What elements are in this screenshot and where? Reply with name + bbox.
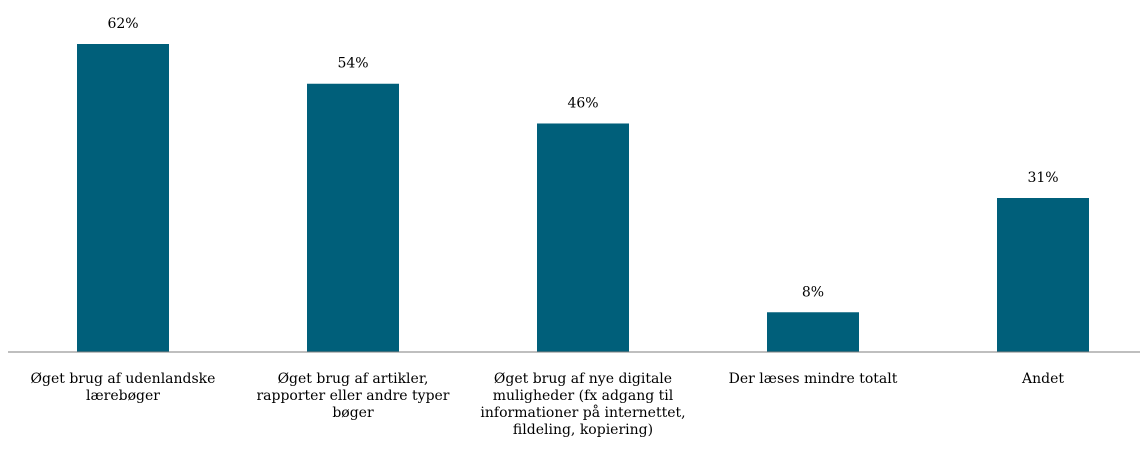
data-label-1: 62% <box>107 16 138 32</box>
category-label-5-line-1: Andet <box>1021 371 1064 387</box>
category-label-1: Øget brug af udenlandske lærebøger <box>31 371 216 404</box>
category-label-3-line-1: Øget brug af nye digitale <box>494 371 672 387</box>
category-label-1-line-1: Øget brug af udenlandske <box>31 371 216 387</box>
category-label-1-line-2: lærebøger <box>86 388 160 404</box>
category-label-3-line-2: muligheder (fx adgang til <box>493 388 674 404</box>
bar-2 <box>307 83 399 352</box>
category-label-2-line-1: Øget brug af artikler, <box>278 371 429 387</box>
category-label-2-line-3: bøger <box>332 405 374 421</box>
bar-4 <box>767 312 859 352</box>
category-label-3: Øget brug af nye digitale muligheder (fx … <box>480 371 685 438</box>
category-label-4-line-1: Der læses mindre totalt <box>729 371 898 387</box>
bar-3 <box>537 123 629 352</box>
category-label-4: Der læses mindre totalt <box>729 371 898 387</box>
category-label-5: Andet <box>1021 371 1064 387</box>
bar-5 <box>997 198 1089 352</box>
category-label-2: Øget brug af artikler, rapporter eller an… <box>256 371 449 421</box>
category-label-3-line-3: informationer på internettet, <box>480 404 685 421</box>
bars-layer <box>77 44 1089 352</box>
bar-1 <box>77 44 169 352</box>
data-label-5: 31% <box>1027 170 1058 186</box>
data-label-3: 46% <box>567 95 598 111</box>
category-label-3-line-4: fildeling, kopiering) <box>513 422 653 438</box>
data-label-2: 54% <box>337 56 368 72</box>
category-label-2-line-2: rapporter eller andre typer <box>256 388 449 404</box>
data-label-4: 8% <box>802 284 824 300</box>
labels-layer: 62% Øget brug af udenlandske lærebøger 54% Ø… <box>31 16 1065 438</box>
